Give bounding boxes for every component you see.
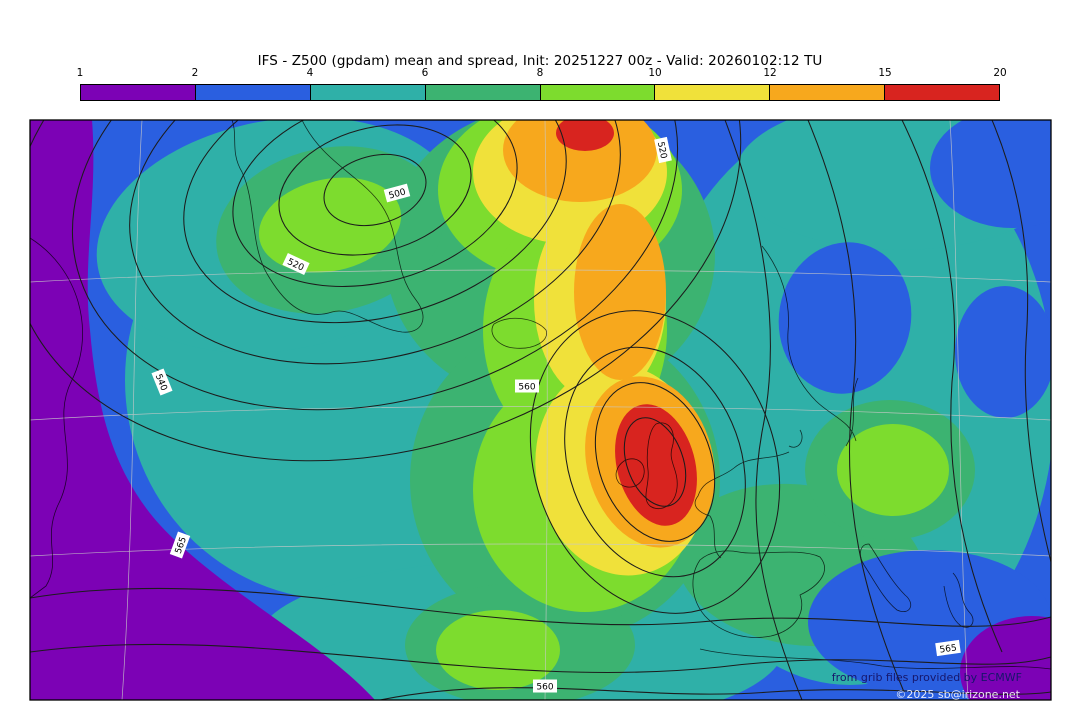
orange-top (503, 120, 657, 202)
colorbar-segment (769, 85, 885, 100)
contour-label-text: 520 (655, 141, 668, 160)
z500-contour (807, 120, 905, 693)
colorbar-tick-label: 15 (878, 67, 892, 79)
graticule-line (544, 120, 548, 700)
contour-label-box (654, 136, 672, 164)
contour-label: 560 (515, 379, 539, 393)
red-top (556, 120, 614, 151)
blue-scandinavia (778, 242, 912, 394)
contour-label-box (515, 379, 539, 393)
contour-label-box (282, 253, 310, 275)
coastline-layer (30, 120, 1051, 670)
chartreuse-south (436, 610, 560, 690)
z500-contour (901, 120, 1003, 653)
graticule-layer (30, 120, 1051, 700)
orange-mid (574, 204, 666, 380)
chartreuse-greenland (258, 177, 402, 273)
contour-label-text: 560 (518, 383, 535, 393)
z500-contour (71, 120, 679, 411)
coastline (699, 648, 1051, 670)
contour-label: 565 (935, 639, 961, 657)
graticule-line (30, 543, 1051, 557)
contour-label-box (169, 531, 191, 559)
z500-contour (278, 124, 472, 256)
z500-contour (594, 382, 716, 542)
graticule-line (30, 406, 1051, 421)
contour-label: 500 (383, 183, 411, 203)
graticule-line (121, 120, 143, 700)
colorbar-segment (539, 85, 655, 100)
colorbar (80, 84, 1000, 101)
colorbar-tick-labels: 1 2 4 6 8 10 12 15 20 (76, 67, 1007, 81)
coastline (943, 572, 974, 628)
colorbar-tick-label: 6 (421, 67, 429, 79)
colorbar-segment (194, 85, 310, 100)
z500-contour (564, 346, 746, 578)
z500-contour (991, 120, 1051, 563)
z500-contour (529, 310, 781, 614)
purple-southeast-corner (960, 616, 1051, 700)
contour-layer (30, 120, 1051, 700)
coastline (615, 458, 645, 488)
blue-east (955, 286, 1051, 418)
copyright-notice: ©2025 sb@irizone.net (895, 688, 1020, 701)
contour-label-box (383, 183, 411, 203)
data-credit: from grib files provided by ECMWF (831, 671, 1022, 684)
z500-contour (379, 687, 1051, 700)
z500-contour (30, 120, 742, 462)
chart-title: IFS - Z500 (gpdam) mean and spread, Init… (257, 53, 823, 69)
spread-fill-layer (30, 120, 1051, 700)
z500-contour (129, 120, 621, 365)
colorbar-segment (81, 85, 195, 100)
purple-west-band (30, 120, 375, 700)
colorbar-segment (654, 85, 770, 100)
colorbar-tick-label: 1 (76, 67, 84, 79)
contour-label-text: 565 (939, 643, 957, 655)
colorbar-segment (424, 85, 540, 100)
colorbar-tick-label: 2 (191, 67, 199, 79)
colorbar-segment (884, 85, 999, 100)
contour-label-box (935, 639, 961, 657)
z500-contour (30, 643, 1051, 674)
z500-contour (724, 120, 803, 700)
contour-label: 560 (533, 679, 557, 693)
colorbar-tick-label: 20 (993, 67, 1007, 79)
coastline (692, 550, 825, 638)
contour-label: 520 (654, 136, 672, 164)
z500-contour (232, 120, 518, 287)
map-border (29, 119, 1052, 701)
contour-label-text: 560 (536, 683, 553, 693)
contour-label-box (151, 368, 173, 396)
z500-contour (30, 587, 1051, 627)
coastline (231, 120, 424, 333)
colorbar-segment (309, 85, 425, 100)
z500-contour (623, 417, 687, 507)
colorbar-tick-label: 12 (763, 67, 777, 79)
colorbar-tick-label: 4 (306, 67, 314, 79)
contour-label-box (533, 679, 557, 693)
colorbar-tick-label: 8 (536, 67, 544, 79)
red-core (615, 404, 697, 526)
blue-northeast-corner (930, 120, 1051, 228)
z500-contour (323, 153, 427, 227)
contour-label-text: 500 (388, 187, 407, 201)
coastline (491, 317, 547, 349)
z500-contour (183, 120, 567, 324)
graticule-line (949, 120, 969, 700)
chartreuse-east (837, 424, 949, 516)
colorbar-tick-label: 10 (648, 67, 662, 79)
coastline (694, 451, 790, 559)
coastline (30, 237, 83, 599)
graticule-line (30, 269, 1051, 283)
